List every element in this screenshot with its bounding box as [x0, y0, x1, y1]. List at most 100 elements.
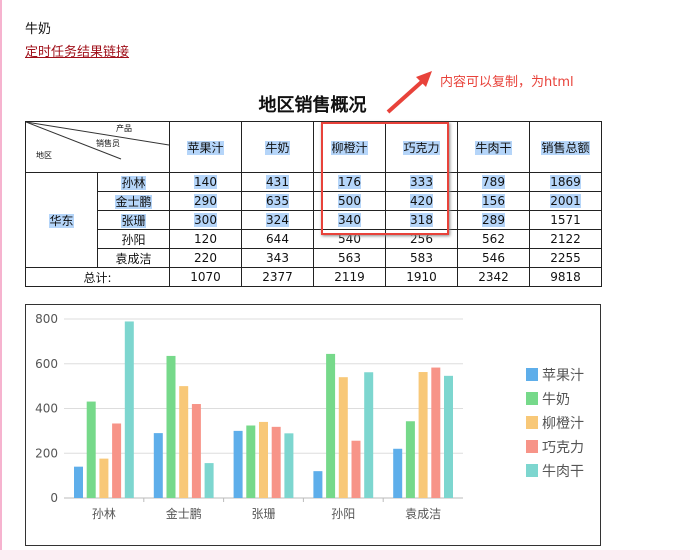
- value-cell: 340: [313, 210, 386, 230]
- column-header: 柳橙汁: [313, 121, 386, 173]
- value-cell: 156: [457, 191, 530, 211]
- total-cell: 2377: [241, 267, 314, 287]
- column-header: 销售总额: [529, 121, 602, 173]
- email-text: 牛奶: [25, 22, 52, 37]
- value-cell: 324: [241, 210, 314, 230]
- legend-label[interactable]: 巧克力: [542, 440, 584, 456]
- bar-牛奶-张珊[interactable]: [246, 425, 256, 498]
- bar-牛肉干-张珊[interactable]: [284, 433, 294, 498]
- corner-region: 地区: [36, 151, 52, 160]
- bar-牛奶-金士鹏[interactable]: [166, 355, 176, 498]
- value-cell: 635: [241, 191, 314, 211]
- salesperson-cell: 孙林: [97, 172, 170, 192]
- annotation-arrow-icon: [386, 71, 432, 114]
- value-cell: 1869: [529, 172, 602, 192]
- legend-label[interactable]: 牛奶: [542, 392, 570, 408]
- bar-牛肉干-孙阳[interactable]: [364, 372, 374, 498]
- legend-swatch: [526, 440, 538, 453]
- value-cell: 583: [385, 248, 458, 268]
- x-tick-label: 袁成洁: [405, 507, 441, 521]
- bar-苹果汁-孙林[interactable]: [74, 466, 83, 498]
- x-tick-label: 孙阳: [331, 507, 355, 521]
- annotation-text: 内容可以复制，为html: [440, 75, 574, 90]
- bar-柳橙汁-张珊[interactable]: [259, 421, 268, 498]
- left-border: [0, 0, 2, 560]
- bar-柳橙汁-袁成洁[interactable]: [418, 372, 428, 498]
- bar-苹果汁-金士鹏[interactable]: [153, 433, 163, 498]
- value-cell: 2255: [529, 248, 602, 268]
- bar-巧克力-孙林[interactable]: [112, 423, 122, 498]
- bar-巧克力-张珊[interactable]: [271, 426, 281, 498]
- value-cell: 290: [169, 191, 242, 211]
- value-cell: 789: [457, 172, 530, 192]
- value-cell: 562: [457, 229, 530, 249]
- value-cell: 318: [385, 210, 458, 230]
- total-cell: 1070: [169, 267, 242, 287]
- bar-牛奶-孙林[interactable]: [86, 401, 96, 498]
- table-header-row: 产品 销售员 地区 苹果汁 牛奶 柳橙汁 巧克力 牛肉干 销售总额: [25, 121, 602, 173]
- total-cell: 2342: [457, 267, 530, 287]
- value-cell: 563: [313, 248, 386, 268]
- task-result-link[interactable]: 定时任务结果链接: [25, 45, 130, 60]
- value-cell: 2001: [529, 191, 602, 211]
- value-cell: 289: [457, 210, 530, 230]
- bar-巧克力-孙阳[interactable]: [351, 440, 361, 498]
- y-tick-label: 200: [35, 446, 58, 460]
- value-cell: 300: [169, 210, 242, 230]
- value-cell: 343: [241, 248, 314, 268]
- bar-牛奶-袁成洁[interactable]: [405, 421, 415, 498]
- x-tick-label: 金士鹏: [166, 506, 202, 521]
- legend-swatch: [526, 392, 538, 405]
- corner-salesperson: 销售员: [96, 139, 120, 148]
- bar-苹果汁-张珊[interactable]: [233, 430, 243, 498]
- legend-label[interactable]: 牛肉干: [542, 464, 584, 480]
- bar-巧克力-袁成洁[interactable]: [431, 367, 441, 498]
- column-header: 牛肉干: [457, 121, 530, 173]
- value-cell: 644: [241, 229, 314, 249]
- bar-苹果汁-孙阳[interactable]: [313, 471, 323, 498]
- bar-柳橙汁-孙林[interactable]: [99, 458, 109, 498]
- region-cell: 华东: [25, 172, 98, 268]
- salesperson-cell: 张珊: [97, 210, 170, 230]
- bar-牛肉干-袁成洁[interactable]: [444, 375, 453, 498]
- legend-label[interactable]: 柳橙汁: [542, 415, 584, 432]
- salesperson-cell: 金士鹏: [97, 191, 170, 211]
- bottom-band: [0, 550, 690, 560]
- salesperson-cell: 袁成洁: [97, 248, 170, 268]
- y-tick-label: 0: [50, 491, 58, 505]
- value-cell: 546: [457, 248, 530, 268]
- table-row: 袁成洁 220 343 563 583 546 2255: [26, 248, 602, 268]
- bar-牛奶-孙阳[interactable]: [326, 353, 336, 498]
- column-header: 牛奶: [241, 121, 314, 173]
- column-header: 苹果汁: [169, 121, 242, 173]
- total-cell: 9818: [529, 267, 602, 287]
- bar-牛肉干-孙林[interactable]: [124, 321, 134, 498]
- bar-柳橙汁-孙阳[interactable]: [338, 377, 348, 498]
- salesperson-cell: 孙阳: [97, 229, 170, 249]
- value-cell: 140: [169, 172, 242, 192]
- value-cell: 431: [241, 172, 314, 192]
- bar-柳橙汁-金士鹏[interactable]: [179, 386, 189, 498]
- value-cell: 2122: [529, 229, 602, 249]
- legend-label[interactable]: 苹果汁: [542, 368, 584, 384]
- corner-product: 产品: [116, 124, 132, 133]
- y-tick-label: 600: [35, 357, 58, 371]
- chart-container: 0 200 400 600 800 孙林 金士鹏 张珊 孙阳 袁成洁 苹果汁牛奶柳橙汁巧克力牛肉干: [25, 304, 601, 546]
- report-title: 地区销售概况: [258, 95, 367, 116]
- value-cell: 120: [169, 229, 242, 249]
- total-label: 总计:: [25, 267, 170, 287]
- bar-牛肉干-金士鹏[interactable]: [204, 463, 214, 498]
- bar-苹果汁-袁成洁[interactable]: [393, 448, 403, 498]
- total-cell: 1910: [385, 267, 458, 287]
- bar-巧克力-金士鹏[interactable]: [191, 404, 201, 498]
- y-tick-label: 800: [35, 312, 58, 326]
- corner-cell: 产品 销售员 地区: [25, 121, 170, 173]
- table-row: 金士鹏 290 635 500 420 156 2001: [26, 191, 602, 211]
- x-tick-label: 张珊: [251, 507, 275, 521]
- x-tick-label: 孙林: [92, 507, 116, 521]
- total-row: 总计: 1070 2377 2119 1910 2342 9818: [25, 267, 602, 287]
- y-tick-label: 400: [35, 402, 58, 416]
- legend-swatch: [526, 368, 538, 381]
- table-row: 华东 孙林 140 431 176 333 789 1869: [25, 172, 602, 268]
